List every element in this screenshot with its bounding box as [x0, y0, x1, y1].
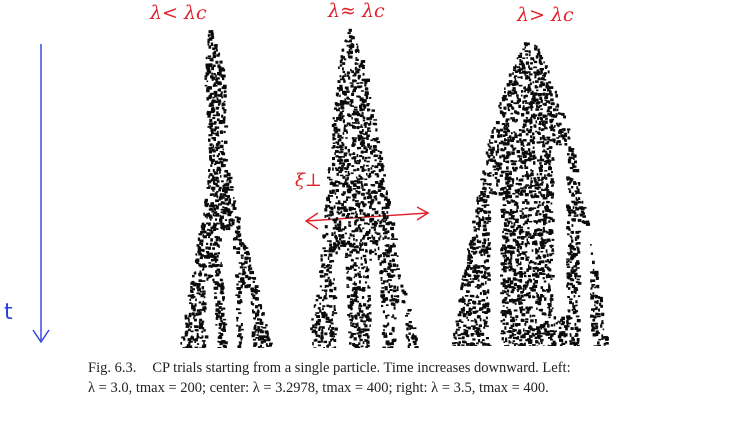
cp-trial-right: [451, 42, 609, 346]
time-arrow: [32, 44, 50, 344]
annotation-lambda-above-critical: λ> λc: [517, 4, 574, 26]
caption-text-1: CP trials starting from a single particl…: [152, 360, 571, 376]
figure-label: Fig. 6.3.: [88, 360, 137, 376]
time-axis-label: t: [4, 300, 13, 325]
cp-trial-left: [180, 30, 273, 348]
figure-caption: Fig. 6.3. CP trials starting from a singl…: [88, 358, 718, 398]
particle-cluster: [451, 42, 609, 346]
cp-trial-center: [310, 28, 419, 348]
annotation-lambda-near-critical: λ≈ λc: [328, 0, 385, 22]
correlation-length-arrow: [304, 206, 430, 230]
particle-cluster: [310, 28, 419, 348]
annotation-correlation-length: ξ⊥: [295, 170, 322, 191]
particle-cluster: [180, 30, 273, 348]
caption-line-2: λ = 3.0, tmax = 200; center: λ = 3.2978,…: [88, 380, 549, 396]
annotation-lambda-below-critical: λ< λc: [150, 2, 207, 24]
caption-line-1: Fig. 6.3. CP trials starting from a singl…: [88, 358, 718, 378]
